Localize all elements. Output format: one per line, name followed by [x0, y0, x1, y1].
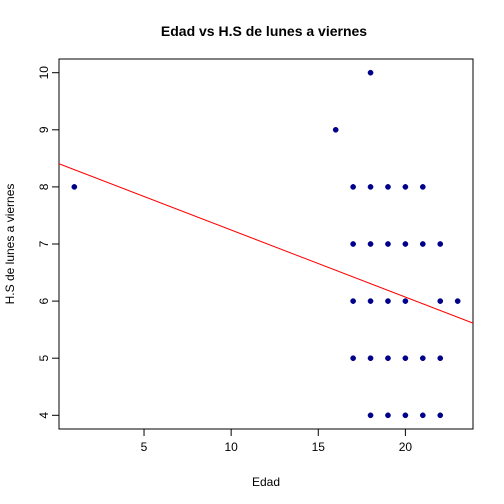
x-tick-label-10: 10 — [224, 440, 238, 454]
data-point — [385, 241, 391, 247]
data-point — [367, 355, 374, 362]
data-point — [385, 184, 391, 190]
plot-frame — [58, 58, 474, 430]
data-point — [402, 241, 409, 247]
data-point — [402, 184, 409, 190]
data-point — [402, 412, 409, 419]
data-point — [350, 184, 356, 190]
data-point — [385, 355, 391, 362]
y-tick-label-6: 6 — [37, 297, 51, 304]
y-tick-label-4: 4 — [37, 412, 51, 419]
regression-line-group — [58, 163, 474, 324]
data-point — [437, 355, 444, 362]
plot-area — [58, 58, 474, 430]
data-point — [385, 412, 391, 419]
data-point — [332, 126, 339, 133]
data-point — [367, 298, 374, 304]
chart-title: Edad vs H.S de lunes a viernes — [161, 23, 367, 39]
x-axis: 5 10 15 20 — [141, 429, 413, 454]
y-tick-label-5: 5 — [37, 355, 51, 362]
data-point — [454, 298, 461, 304]
y-tick-label-7: 7 — [37, 240, 51, 247]
data-points — [71, 69, 461, 419]
x-axis-label: Edad — [252, 475, 280, 489]
y-axis-label: H.S de lunes a viernes — [3, 184, 17, 305]
data-point — [367, 241, 374, 247]
data-point — [402, 355, 409, 362]
y-tick-label-8: 8 — [37, 183, 51, 190]
data-point — [437, 412, 444, 419]
data-point — [350, 298, 356, 304]
data-point — [419, 184, 426, 190]
data-point — [350, 241, 356, 247]
data-point — [437, 241, 444, 247]
y-axis: 4 5 6 7 8 9 10 — [37, 66, 59, 419]
data-point — [419, 355, 426, 362]
data-point — [437, 298, 444, 304]
x-tick-label-20: 20 — [399, 440, 413, 454]
x-tick-label-15: 15 — [312, 440, 326, 454]
data-point — [367, 69, 374, 76]
x-tick-label-5: 5 — [141, 440, 148, 454]
data-point — [402, 298, 409, 304]
data-point — [385, 298, 391, 304]
regression-line — [58, 163, 474, 324]
data-point — [419, 412, 426, 419]
data-point — [367, 184, 374, 190]
y-tick-label-9: 9 — [37, 126, 51, 133]
data-point — [367, 412, 374, 419]
data-point — [71, 184, 78, 190]
data-point — [419, 241, 426, 247]
y-tick-label-10: 10 — [37, 66, 51, 80]
data-point — [350, 355, 356, 362]
